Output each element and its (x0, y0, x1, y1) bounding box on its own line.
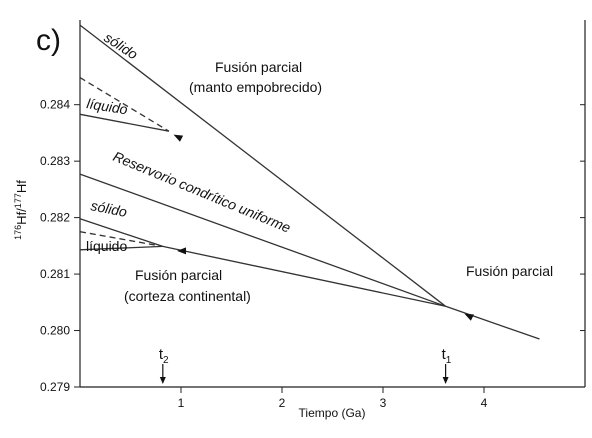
annotation-fusion-parcial-corteza: Fusión parcial (135, 267, 222, 283)
chart-series (79, 24, 540, 340)
annotation-fusion-parcial-right: Fusión parcial (466, 263, 553, 279)
axis-ticks: 1 2 3 4 0.279 0.280 0.281 0.282 0.283 0.284 (40, 98, 585, 410)
series-line-1 (445, 305, 540, 340)
x-tick-label: 4 (481, 396, 488, 410)
time-marker-subscript: 1 (446, 355, 452, 366)
time-markers: t2 t1 (159, 346, 452, 384)
arrow-marker (464, 313, 475, 321)
series-line-2 (79, 24, 446, 307)
series-line-4 (79, 77, 170, 132)
y-tick-label: 0.280 (40, 324, 70, 338)
y-axis-label: 176Hf/177Hf (13, 180, 29, 240)
annotation-fusion-parcial-manto: Fusión parcial (215, 59, 302, 75)
annotation-liquido-top: líquido (86, 95, 129, 117)
time-marker-label: t2 (159, 346, 169, 366)
y-label-mass-1: 176 (13, 225, 23, 240)
panel-label: c) (36, 24, 61, 57)
series-line-7 (79, 231, 163, 248)
arrow-markers (173, 134, 475, 321)
annotation-corteza-continental: (corteza continental) (124, 288, 251, 304)
y-tick-label: 0.281 (40, 267, 70, 281)
y-label-element-2: Hf (14, 180, 29, 193)
time-marker-subscript: 2 (163, 355, 169, 366)
y-label-mass-2: 177 (13, 193, 23, 208)
y-tick-label: 0.279 (40, 380, 70, 394)
series-line-5 (79, 218, 164, 248)
arrow-marker (177, 247, 187, 255)
y-tick-label: 0.283 (40, 154, 70, 168)
time-marker-arrow-head (159, 377, 166, 384)
series-line-0 (79, 173, 446, 307)
arrow-marker (173, 134, 184, 142)
series-line-6 (79, 245, 163, 251)
time-marker-label: t1 (442, 346, 452, 366)
x-tick-label: 3 (380, 396, 387, 410)
y-tick-label: 0.284 (40, 98, 70, 112)
x-axis-label: Tiempo (Ga) (299, 406, 366, 420)
y-label-element-1: Hf/ (14, 208, 29, 225)
annotation-manto-empobrecido: (manto empobrecido) (189, 79, 322, 95)
series-line-3 (79, 113, 170, 132)
series-line-8 (162, 245, 446, 307)
annotation-liquido-bottom: líquido (86, 238, 127, 254)
annotation-solido-bottom: sólido (89, 197, 128, 220)
annotation-chur: Reservorio condrítico uniforme (111, 148, 293, 236)
x-tick-label: 1 (178, 396, 185, 410)
x-tick-label: 2 (279, 396, 286, 410)
y-tick-label: 0.282 (40, 211, 70, 225)
time-marker-arrow-head (442, 377, 449, 384)
